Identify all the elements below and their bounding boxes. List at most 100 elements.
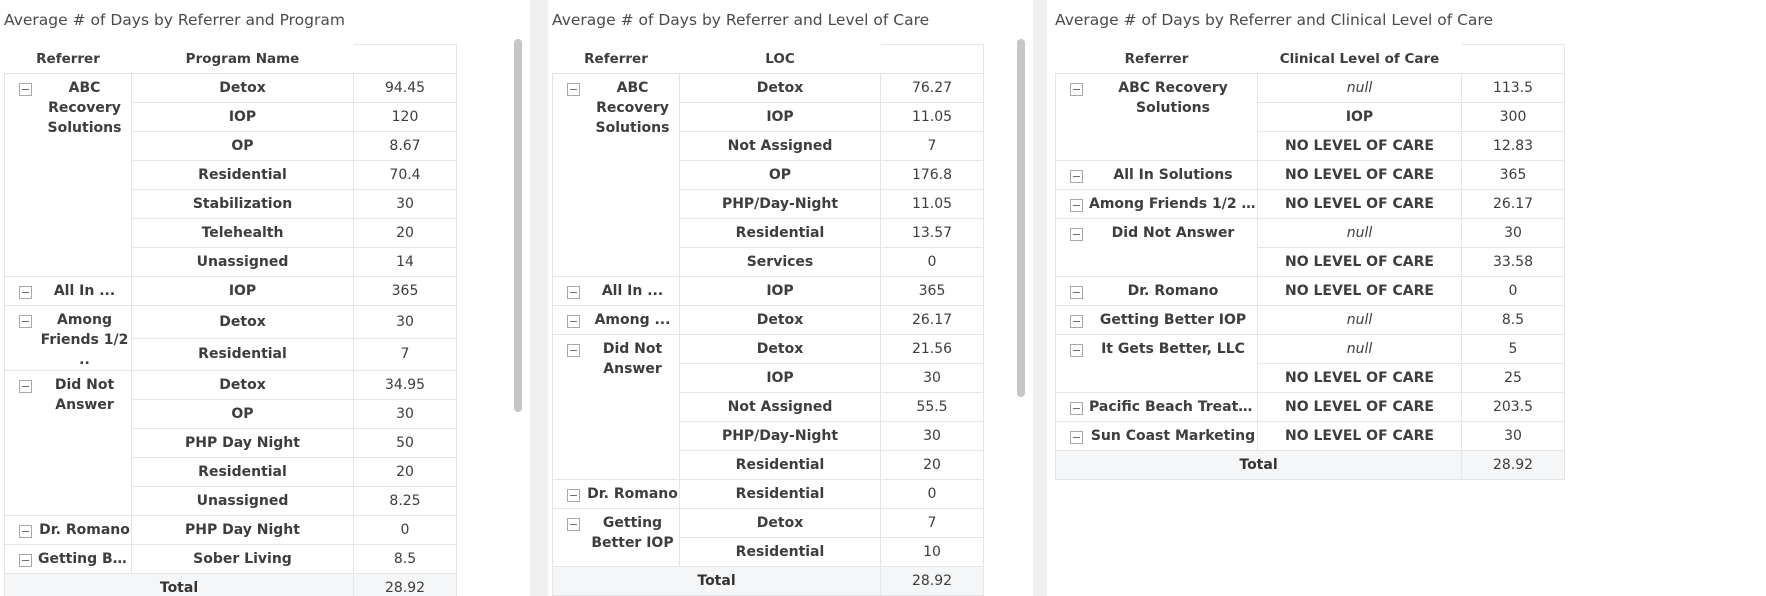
- referrer-cell: Dr. Romano: [4, 515, 132, 545]
- collapse-icon[interactable]: [1070, 402, 1083, 415]
- dimension-cell: Residential: [131, 160, 354, 190]
- vertical-scrollbar[interactable]: [514, 39, 522, 412]
- value-cell: 55.5: [880, 392, 984, 422]
- dimension-cell: IOP: [679, 102, 881, 132]
- collapse-icon[interactable]: [1070, 344, 1083, 357]
- table-row: Among Friends 1/2 Way ...NO LEVEL OF CAR…: [1055, 189, 1565, 219]
- table-row: PHP/Day-Night 11.05: [553, 189, 984, 219]
- collapse-icon[interactable]: [19, 525, 32, 538]
- dimension-cell: NO LEVEL OF CARE: [1257, 160, 1462, 190]
- referrer-label: Among Friends 1/2 ..: [40, 312, 129, 368]
- value-cell: 20: [353, 457, 457, 487]
- referrer-cell: Dr. Romano: [552, 479, 680, 509]
- value-header[interactable]: [880, 44, 984, 74]
- referrer-label: Among ...: [594, 312, 671, 328]
- panel-loc: Average # of Days by Referrer and Level …: [548, 0, 1033, 596]
- dimension-cell: NO LEVEL OF CARE: [1257, 363, 1462, 393]
- dimension-cell: NO LEVEL OF CARE: [1257, 421, 1462, 451]
- collapse-icon[interactable]: [1070, 228, 1083, 241]
- value-cell: 30: [353, 305, 457, 339]
- collapse-icon[interactable]: [567, 489, 580, 502]
- table-row: Did Not Answer null 30: [1055, 218, 1565, 277]
- vertical-scrollbar[interactable]: [1017, 39, 1025, 397]
- pivot-table-program: Referrer Program Name ABC Recovery Solutio…: [4, 44, 457, 596]
- table-row: Residential 7: [5, 337, 457, 371]
- collapse-icon[interactable]: [567, 518, 580, 531]
- dimension-cell: IOP: [1257, 102, 1462, 132]
- collapse-icon[interactable]: [1070, 286, 1083, 299]
- referrer-cell: All In Solutions: [1055, 160, 1258, 190]
- dimension-cell: Residential: [679, 537, 881, 567]
- value-cell: 12.83: [1461, 131, 1565, 161]
- collapse-icon[interactable]: [19, 83, 32, 96]
- value-cell: 33.58: [1461, 247, 1565, 277]
- collapse-icon[interactable]: [567, 344, 580, 357]
- table-row: Services 0: [553, 247, 984, 277]
- collapse-icon[interactable]: [567, 315, 580, 328]
- value-header[interactable]: [1461, 44, 1565, 74]
- referrer-label: Did Not Answer: [54, 377, 115, 413]
- referrer-label: Dr. Romano: [39, 522, 130, 538]
- value-cell: 0: [880, 247, 984, 277]
- table-row: It Gets Better, LLC null 5: [1055, 334, 1565, 393]
- table-row: Dr. Romano PHP Day Night 0: [4, 515, 457, 545]
- dimension-cell: PHP Day Night: [131, 428, 354, 458]
- dimension-cell: Unassigned: [131, 486, 354, 516]
- collapse-icon[interactable]: [567, 286, 580, 299]
- collapse-icon[interactable]: [1070, 170, 1083, 183]
- value-cell: 50: [353, 428, 457, 458]
- referrer-label: Getting Bett...: [38, 551, 131, 567]
- referrer-header[interactable]: Referrer: [552, 44, 680, 74]
- table-row: Among Friends 1/2 .. Detox 30: [4, 305, 457, 371]
- value-cell: 176.8: [880, 160, 984, 190]
- collapse-icon[interactable]: [567, 83, 580, 96]
- value-cell: 94.45: [353, 73, 457, 103]
- value-cell: 113.5: [1461, 73, 1565, 103]
- dimension-header[interactable]: LOC: [679, 44, 881, 74]
- table-row: ABC Recovery Solutions null 113.5: [1055, 73, 1565, 161]
- value-cell: 8.5: [1461, 305, 1565, 335]
- referrer-cell: Getting Better IOP: [1055, 305, 1258, 335]
- dimension-cell: Telehealth: [131, 218, 354, 248]
- value-header[interactable]: [353, 44, 457, 74]
- dimension-cell: Residential: [131, 337, 354, 371]
- dimension-header[interactable]: Clinical Level of Care: [1257, 44, 1462, 74]
- value-cell: 20: [880, 450, 984, 480]
- collapse-icon[interactable]: [1070, 199, 1083, 212]
- value-cell: 70.4: [353, 160, 457, 190]
- dimension-cell: OP: [131, 131, 354, 161]
- collapse-icon[interactable]: [1070, 431, 1083, 444]
- referrer-label: Did Not Answer: [1111, 225, 1235, 241]
- table-row: Sun Coast Marketing NO LEVEL OF CARE 30: [1055, 421, 1565, 451]
- dimension-header[interactable]: Program Name: [131, 44, 354, 74]
- table-row: Stabilization 30: [5, 189, 457, 219]
- table-row: All In ... IOP 365: [4, 276, 457, 306]
- table-row: NO LEVEL OF CARE 25: [1056, 363, 1565, 393]
- dimension-cell: Detox: [679, 73, 881, 103]
- dimension-cell: Services: [679, 247, 881, 277]
- pivot-table-clinical-loc: Referrer Clinical Level of Care ABC Recove…: [1055, 44, 1565, 480]
- table-row: Residential 10: [553, 537, 984, 567]
- table-row: Did Not Answer Detox 21.56: [552, 334, 984, 480]
- collapse-icon[interactable]: [19, 286, 32, 299]
- total-value: 28.92: [353, 573, 457, 596]
- referrer-cell: Among ...: [552, 305, 680, 335]
- table-row: All In ... IOP 365: [552, 276, 984, 306]
- table-row: Residential 20: [5, 457, 457, 487]
- referrer-header[interactable]: Referrer: [4, 44, 132, 74]
- dimension-cell: Unassigned: [131, 247, 354, 277]
- collapse-icon[interactable]: [19, 380, 32, 393]
- referrer-label: All In ...: [601, 283, 664, 299]
- dimension-cell: null: [1257, 305, 1462, 335]
- collapse-icon[interactable]: [1070, 83, 1083, 96]
- table-row: PHP/Day-Night 30: [553, 421, 984, 451]
- dimension-cell: NO LEVEL OF CARE: [1257, 392, 1462, 422]
- referrer-cell: Did Not Answer: [552, 334, 680, 480]
- value-cell: 26.17: [880, 305, 984, 335]
- pivot-table-loc: Referrer LOC ABC Recovery Solutions Detox 76…: [552, 44, 984, 596]
- collapse-icon[interactable]: [19, 315, 32, 328]
- referrer-header[interactable]: Referrer: [1055, 44, 1258, 74]
- panel-title: Average # of Days by Referrer and Progra…: [4, 11, 345, 29]
- collapse-icon[interactable]: [19, 554, 32, 567]
- collapse-icon[interactable]: [1070, 315, 1083, 328]
